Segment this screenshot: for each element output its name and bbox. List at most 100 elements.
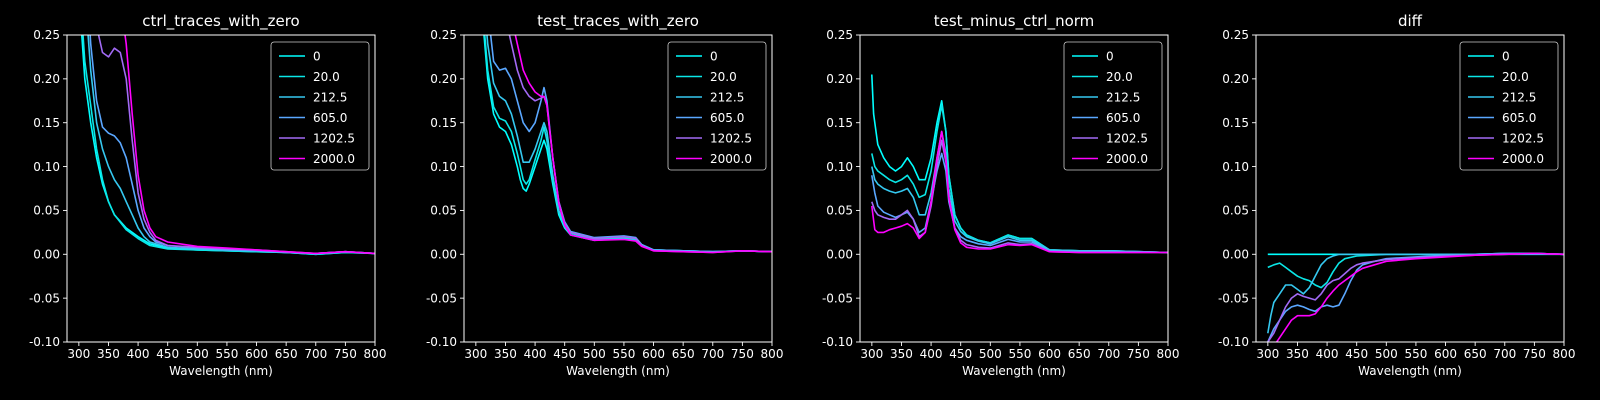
y-tick-label: 0.15 [33,116,60,130]
x-tick-label: 450 [949,347,972,361]
y-tick-label: 0.15 [826,116,853,130]
x-tick-label: 350 [97,347,120,361]
x-tick-label: 450 [1345,347,1368,361]
legend-label: 0 [313,49,321,63]
chart-panel-1: ctrl_traces_with_zero Wavelength (nm) 300 3… [29,12,387,378]
series-line-1202-5 [1267,252,1564,342]
x-tick-label: 650 [275,347,298,361]
x-tick-label: 750 [1523,347,1546,361]
legend-label: 0 [710,49,718,63]
legend-label: 605.0 [710,111,744,125]
x-tick-label: 650 [672,347,695,361]
x-tick-label: 700 [304,347,327,361]
y-tick-label: -0.10 [29,335,60,349]
x-tick-label: 800 [364,347,387,361]
legend-label: 1202.5 [710,131,752,145]
y-tick-label: 0.10 [33,160,60,174]
legend-label: 212.5 [1106,90,1140,104]
y-tick-label: 0.05 [826,204,853,218]
x-tick-label: 300 [1256,347,1279,361]
x-tick-label: 500 [583,347,606,361]
legend: 0 20.0 212.5 605.0 1202.5 2000.0 [667,41,767,171]
x-axis-label: Wavelength (nm) [566,364,670,378]
chart-panel-3: test_minus_ctrl_norm Wavelength (nm) 300 35… [822,12,1180,378]
x-axis-label: Wavelength (nm) [962,364,1066,378]
y-tick-label: 0.10 [826,160,853,174]
y-tick-label: 0.25 [430,28,457,42]
y-tick-label: 0.05 [430,204,457,218]
axes-frame [859,34,1169,343]
y-tick-label: 0.15 [1222,116,1249,130]
x-tick-label: 400 [920,347,943,361]
x-tick-label: 300 [67,347,90,361]
x-tick-label: 450 [156,347,179,361]
legend-label: 2000.0 [1106,152,1148,166]
y-tick-label: -0.05 [29,291,60,305]
y-tick-label: -0.10 [822,335,853,349]
series-line-2000-0 [871,130,1168,254]
chart-panel-4: diff Wavelength (nm) 300 350 400 450 500 550 600… [1218,12,1576,378]
axes-frame [463,34,773,343]
legend-label: 1202.5 [313,131,355,145]
y-tick-label: 0.05 [33,204,60,218]
x-tick-label: 750 [334,347,357,361]
y-tick-label: 0.00 [1222,247,1249,261]
series-group [1267,252,1564,342]
legend-label: 2000.0 [1502,152,1544,166]
y-tick-label: 0.25 [1222,28,1249,42]
x-tick-label: 350 [890,347,913,361]
y-tick-label: -0.05 [822,291,853,305]
x-tick-label: 800 [761,347,784,361]
x-tick-label: 500 [186,347,209,361]
y-tick-label: 0.05 [1222,204,1249,218]
x-tick-label: 650 [1464,347,1487,361]
legend-label: 2000.0 [710,152,752,166]
y-tick-label: 0.20 [1222,72,1249,86]
x-tick-label: 750 [1127,347,1150,361]
legend-label: 605.0 [1502,111,1536,125]
x-tick-label: 550 [612,347,635,361]
y-tick-label: 0.20 [826,72,853,86]
x-tick-label: 550 [215,347,238,361]
chart-title: diff [1398,12,1423,30]
y-tick-label: 0.10 [430,160,457,174]
x-tick-label: 800 [1553,347,1576,361]
legend-label: 212.5 [1502,90,1536,104]
y-tick-label: 0.00 [430,247,457,261]
series-group [871,74,1168,254]
legend-label: 212.5 [313,90,347,104]
legend-label: 0 [1502,49,1510,63]
y-tick-label: 0.00 [33,247,60,261]
x-tick-label: 400 [127,347,150,361]
chart-title: test_traces_with_zero [537,12,699,31]
x-tick-label: 300 [464,347,487,361]
x-axis-label: Wavelength (nm) [169,364,273,378]
x-tick-label: 400 [524,347,547,361]
x-tick-label: 700 [1493,347,1516,361]
y-tick-label: 0.20 [33,72,60,86]
legend-label: 20.0 [710,70,737,84]
legend-label: 20.0 [313,70,340,84]
y-tick-label: -0.10 [426,335,457,349]
legend-label: 0 [1106,49,1114,63]
series-line-20-0 [871,104,1168,254]
y-tick-label: 0.25 [33,28,60,42]
x-tick-label: 500 [979,347,1002,361]
legend: 0 20.0 212.5 605.0 1202.5 2000.0 [270,41,370,171]
y-tick-label: 0.00 [826,247,853,261]
x-tick-label: 550 [1008,347,1031,361]
legend: 0 20.0 212.5 605.0 1202.5 2000.0 [1063,41,1163,171]
x-tick-label: 600 [642,347,665,361]
x-tick-label: 300 [860,347,883,361]
x-tick-label: 600 [1434,347,1457,361]
x-tick-label: 700 [1097,347,1120,361]
legend-label: 20.0 [1106,70,1133,84]
legend-label: 605.0 [313,111,347,125]
legend-label: 1202.5 [1502,131,1544,145]
x-tick-label: 350 [1286,347,1309,361]
x-tick-label: 350 [494,347,517,361]
x-tick-label: 600 [1038,347,1061,361]
legend-label: 20.0 [1502,70,1529,84]
series-line-2000-0 [1276,252,1564,342]
x-tick-label: 700 [701,347,724,361]
